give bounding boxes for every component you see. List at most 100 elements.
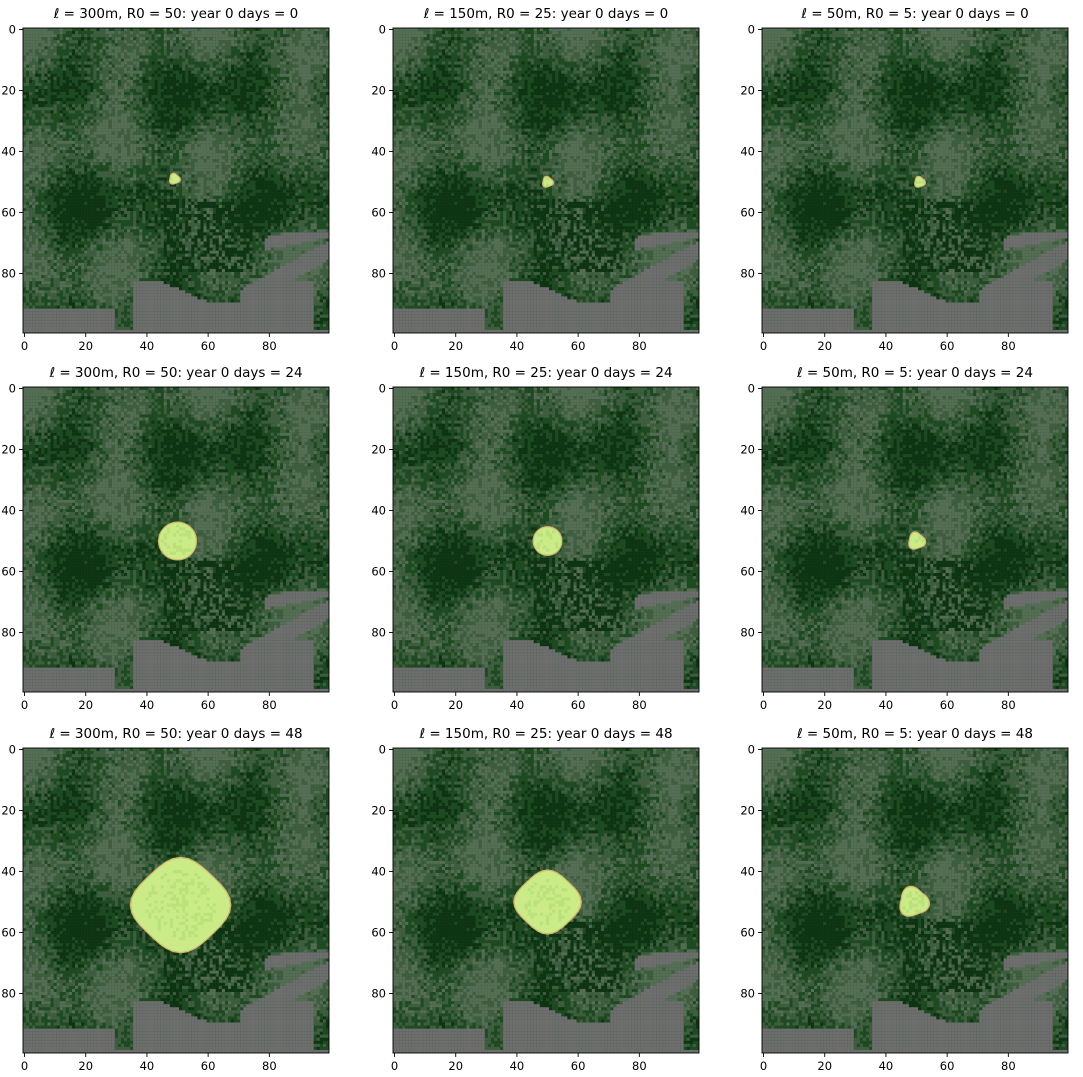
land-cover-raster xyxy=(23,28,329,333)
x-tick-label: 80 xyxy=(262,1059,277,1073)
x-tick-label: 20 xyxy=(78,698,93,712)
x-tick-label: 0 xyxy=(391,698,398,712)
panel-title: ℓ = 150m, R0 = 25: year 0 days = 48 xyxy=(418,726,672,742)
panel-title: ℓ = 300m, R0 = 50: year 0 days = 0 xyxy=(53,6,299,22)
x-tick-label: 40 xyxy=(510,339,525,353)
x-tick-label: 20 xyxy=(817,1059,832,1073)
y-tick-label: 40 xyxy=(1,504,16,518)
y-tick-label: 60 xyxy=(1,206,16,220)
y-tick-label: 40 xyxy=(1,145,16,159)
y-tick-label: 40 xyxy=(371,865,386,879)
y-tick-label: 80 xyxy=(740,267,755,281)
y-tick-label: 40 xyxy=(371,504,386,518)
x-tick-label: 20 xyxy=(817,339,832,353)
y-tick-label: 80 xyxy=(1,267,16,281)
spread-region xyxy=(159,522,196,560)
x-tick-label: 40 xyxy=(140,698,155,712)
axes-frame xyxy=(392,27,700,334)
y-tick-label: 0 xyxy=(748,23,755,37)
y-tick-label: 80 xyxy=(1,626,16,640)
y-tick-label: 80 xyxy=(740,987,755,1001)
x-tick-label: 20 xyxy=(817,698,832,712)
x-tick-label: 40 xyxy=(510,698,525,712)
x-tick-label: 60 xyxy=(940,1059,955,1073)
y-tick-label: 60 xyxy=(1,926,16,940)
axes-frame xyxy=(22,747,330,1054)
x-tick-label: 20 xyxy=(448,339,463,353)
x-tick-label: 20 xyxy=(78,339,93,353)
x-tick-label: 40 xyxy=(140,1059,155,1073)
spread-region xyxy=(543,177,553,187)
panel-title: ℓ = 50m, R0 = 5: year 0 days = 0 xyxy=(800,6,1028,22)
x-tick-label: 0 xyxy=(760,339,767,353)
y-tick-label: 80 xyxy=(371,626,386,640)
y-tick-label: 0 xyxy=(9,23,16,37)
x-tick-label: 80 xyxy=(632,339,647,353)
y-tick-label: 60 xyxy=(371,206,386,220)
x-tick-label: 40 xyxy=(140,339,155,353)
x-tick-label: 80 xyxy=(632,1059,647,1073)
y-tick-label: 60 xyxy=(740,206,755,220)
x-tick-label: 20 xyxy=(448,698,463,712)
x-tick-label: 40 xyxy=(879,1059,894,1073)
x-tick-label: 0 xyxy=(21,339,28,353)
y-tick-label: 20 xyxy=(1,84,16,98)
x-tick-label: 0 xyxy=(391,1059,398,1073)
panel-2-2: ℓ = 50m, R0 = 5: year 0 days = 48 0 20 40 60… xyxy=(740,726,1069,1073)
panel-0-0: ℓ = 300m, R0 = 50: year 0 days = 0 0 20 40 6… xyxy=(1,6,330,353)
x-tick-label: 80 xyxy=(262,339,277,353)
axes-frame xyxy=(392,747,700,1054)
y-tick-label: 60 xyxy=(740,926,755,940)
panel-0-2: ℓ = 50m, R0 = 5: year 0 days = 0 0 20 40 60 8… xyxy=(740,6,1069,353)
y-tick-label: 60 xyxy=(371,926,386,940)
panel-0-1: ℓ = 150m, R0 = 25: year 0 days = 0 0 20 40 6… xyxy=(371,6,700,353)
x-tick-label: 0 xyxy=(21,698,28,712)
axes-frame xyxy=(22,27,330,334)
x-tick-label: 0 xyxy=(21,1059,28,1073)
y-tick-label: 40 xyxy=(740,865,755,879)
panel-title: ℓ = 300m, R0 = 50: year 0 days = 24 xyxy=(48,365,302,381)
y-tick-label: 20 xyxy=(371,804,386,818)
land-cover-raster xyxy=(23,387,329,692)
x-tick-label: 40 xyxy=(510,1059,525,1073)
y-tick-label: 60 xyxy=(371,565,386,579)
axes-frame xyxy=(22,386,330,693)
x-tick-label: 60 xyxy=(201,1059,216,1073)
panel-title: ℓ = 150m, R0 = 25: year 0 days = 24 xyxy=(418,365,672,381)
x-tick-label: 0 xyxy=(760,698,767,712)
x-tick-label: 20 xyxy=(448,1059,463,1073)
x-tick-label: 40 xyxy=(879,339,894,353)
x-tick-label: 60 xyxy=(940,698,955,712)
panel-2-0: ℓ = 300m, R0 = 50: year 0 days = 48 0 20 40… xyxy=(1,726,330,1073)
land-cover-raster xyxy=(393,387,699,692)
spread-region xyxy=(900,887,929,916)
x-tick-label: 60 xyxy=(571,339,586,353)
panel-1-1: ℓ = 150m, R0 = 25: year 0 days = 24 0 20 40… xyxy=(371,365,700,712)
panel-title: ℓ = 50m, R0 = 5: year 0 days = 48 xyxy=(796,726,1033,742)
land-cover-raster xyxy=(762,748,1068,1053)
land-cover-raster xyxy=(762,387,1068,692)
y-tick-label: 20 xyxy=(371,84,386,98)
y-tick-label: 40 xyxy=(1,865,16,879)
panel-title: ℓ = 50m, R0 = 5: year 0 days = 24 xyxy=(796,365,1033,381)
x-tick-label: 80 xyxy=(1001,698,1016,712)
x-tick-label: 60 xyxy=(201,698,216,712)
land-cover-raster xyxy=(23,748,329,1053)
y-tick-label: 80 xyxy=(371,987,386,1001)
x-tick-label: 0 xyxy=(391,339,398,353)
y-tick-label: 0 xyxy=(748,743,755,757)
panel-title: ℓ = 150m, R0 = 25: year 0 days = 0 xyxy=(423,6,669,22)
spread-region xyxy=(170,174,180,184)
y-tick-label: 20 xyxy=(740,443,755,457)
y-tick-label: 0 xyxy=(379,23,386,37)
panel-title: ℓ = 300m, R0 = 50: year 0 days = 48 xyxy=(48,726,302,742)
y-tick-label: 60 xyxy=(740,565,755,579)
y-tick-label: 0 xyxy=(748,382,755,396)
x-tick-label: 20 xyxy=(78,1059,93,1073)
y-tick-label: 40 xyxy=(740,504,755,518)
x-tick-label: 40 xyxy=(879,698,894,712)
x-tick-label: 60 xyxy=(201,339,216,353)
y-tick-label: 20 xyxy=(371,443,386,457)
x-tick-label: 80 xyxy=(1001,1059,1016,1073)
x-tick-label: 80 xyxy=(262,698,277,712)
